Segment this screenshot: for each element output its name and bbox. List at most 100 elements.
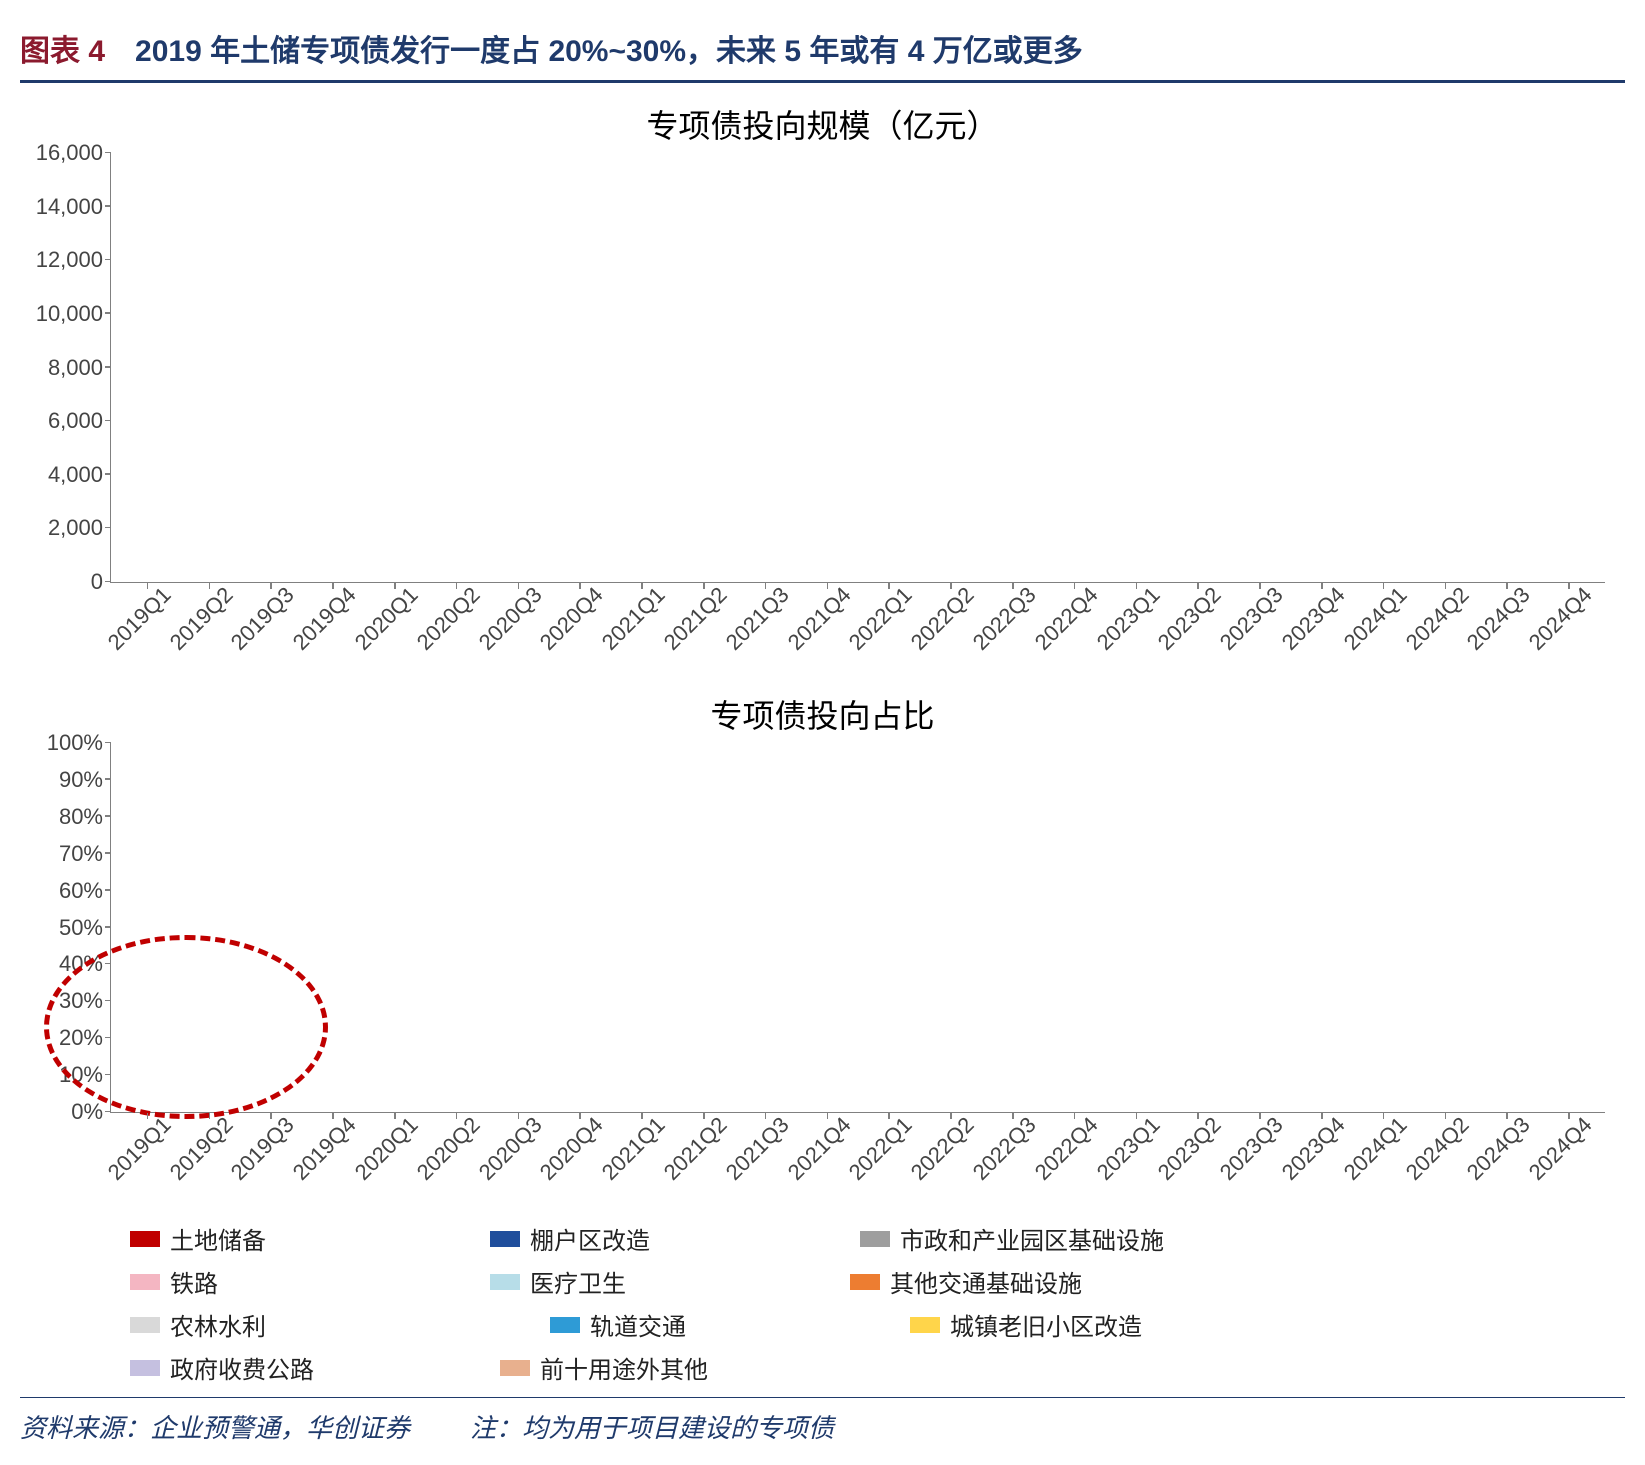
ytick-label: 16,000 (36, 140, 103, 166)
bar-slot (920, 743, 982, 1112)
legend-item-muni: 市政和产业园区基础设施 (860, 1221, 1280, 1256)
chart2-title: 专项债投向占比 (20, 691, 1625, 737)
ytick-label: 70% (59, 841, 103, 867)
figure-title: 2019 年土储专项债发行一度占 20%~30%，未来 5 年或有 4 万亿或更… (135, 26, 1083, 70)
bar-slot (1167, 743, 1229, 1112)
ytick-label: 60% (59, 878, 103, 904)
bar-slot (426, 153, 488, 582)
bar-slot (117, 743, 179, 1112)
bar-slot (549, 153, 611, 582)
bar-slot (920, 153, 982, 582)
chart2-block: 专项债投向占比 0%10%20%30%40%50%60%70%80%90%100… (20, 691, 1625, 1213)
bar-slot (673, 153, 735, 582)
bar-slot (982, 743, 1044, 1112)
ytick-label: 6,000 (48, 408, 103, 434)
legend-label: 市政和产业园区基础设施 (900, 1221, 1164, 1256)
legend-item-land: 土地储备 (130, 1221, 490, 1256)
legend-swatch (850, 1274, 880, 1290)
bar-slot (1290, 153, 1352, 582)
bar-slot (1043, 153, 1105, 582)
figure-header: 图表 4 2019 年土储专项债发行一度占 20%~30%，未来 5 年或有 4… (20, 20, 1625, 83)
legend-item-toll: 政府收费公路 (130, 1350, 500, 1385)
legend-swatch (550, 1317, 580, 1333)
legend: 土地储备棚户区改造 市政和产业园区基础设施铁路 医疗卫生 其他交通基础设施农林水利 轨道… (130, 1221, 1625, 1385)
bar-slot (858, 743, 920, 1112)
legend-item-other: 前十用途外其他 (500, 1350, 920, 1385)
legend-label: 其他交通基础设施 (890, 1264, 1082, 1299)
legend-label: 轨道交通 (590, 1307, 686, 1342)
legend-swatch (130, 1274, 160, 1290)
bar-slot (1414, 153, 1476, 582)
chart2-xlabels: 2019Q12019Q22019Q32019Q42020Q12020Q22020… (110, 1123, 1605, 1213)
bar-slot (1352, 743, 1414, 1112)
bar-slot (302, 153, 364, 582)
bar-slot (858, 153, 920, 582)
ytick-label: 20% (59, 1025, 103, 1051)
chart1-xlabels: 2019Q12019Q22019Q32019Q42020Q12020Q22020… (110, 593, 1605, 683)
bar-slot (982, 153, 1044, 582)
legend-label: 铁路 (170, 1264, 218, 1299)
legend-swatch (490, 1231, 520, 1247)
bar-slot (1537, 743, 1599, 1112)
legend-item-other_transp: 其他交通基础设施 (850, 1264, 1220, 1299)
bar-slot (117, 153, 179, 582)
legend-swatch (130, 1231, 160, 1247)
bar-slot (364, 153, 426, 582)
ytick-label: 10,000 (36, 301, 103, 327)
legend-item-metro: 轨道交通 (550, 1307, 910, 1342)
legend-swatch (490, 1274, 520, 1290)
ytick-label: 80% (59, 804, 103, 830)
source-note: 注：均为用于项目建设的专项债 (470, 1408, 834, 1445)
bar-slot (488, 743, 550, 1112)
figure-container: 图表 4 2019 年土储专项债发行一度占 20%~30%，未来 5 年或有 4… (20, 20, 1625, 1445)
bar-slot (735, 743, 797, 1112)
ytick-label: 100% (47, 730, 103, 756)
bar-slot (735, 153, 797, 582)
bar-slot (426, 743, 488, 1112)
ytick-label: 2,000 (48, 515, 103, 541)
bar-slot (241, 743, 303, 1112)
legend-label: 政府收费公路 (170, 1350, 314, 1385)
bar-slot (1229, 153, 1291, 582)
bar-slot (1290, 743, 1352, 1112)
bar-slot (1229, 743, 1291, 1112)
bar-slot (1167, 153, 1229, 582)
legend-label: 农林水利 (170, 1307, 266, 1342)
legend-item-shanty: 棚户区改造 (490, 1221, 860, 1256)
source-text: 资料来源：企业预警通，华创证券 (20, 1408, 410, 1445)
legend-item-rail_hs: 铁路 (130, 1264, 490, 1299)
chart1: 02,0004,0006,0008,00010,00012,00014,0001… (110, 153, 1605, 683)
legend-label: 城镇老旧小区改造 (950, 1307, 1142, 1342)
legend-swatch (130, 1317, 160, 1333)
legend-swatch (910, 1317, 940, 1333)
bar-slot (179, 153, 241, 582)
ytick-label: 30% (59, 988, 103, 1014)
bar-slot (1414, 743, 1476, 1112)
ytick-label: 12,000 (36, 247, 103, 273)
chart2-plot-area: 0%10%20%30%40%50%60%70%80%90%100% (110, 743, 1605, 1113)
bar-slot (549, 743, 611, 1112)
bar-slot (796, 153, 858, 582)
chart1-plot-area: 02,0004,0006,0008,00010,00012,00014,0001… (110, 153, 1605, 583)
ytick-label: 0% (71, 1099, 103, 1125)
bar-slot (488, 153, 550, 582)
legend-label: 医疗卫生 (530, 1264, 626, 1299)
bar-slot (611, 743, 673, 1112)
chart1-block: 专项债投向规模（亿元） 02,0004,0006,0008,00010,0001… (20, 101, 1625, 683)
bar-slot (364, 743, 426, 1112)
bar-slot (673, 743, 735, 1112)
legend-swatch (500, 1360, 530, 1376)
legend-swatch (130, 1360, 160, 1376)
bar-slot (241, 153, 303, 582)
legend-item-old_comm: 城镇老旧小区改造 (910, 1307, 1270, 1342)
bar-slot (1537, 153, 1599, 582)
source-row: 资料来源：企业预警通，华创证券 注：均为用于项目建设的专项债 (20, 1397, 1625, 1445)
bar-slot (611, 153, 673, 582)
bar-slot (302, 743, 364, 1112)
ytick-label: 90% (59, 767, 103, 793)
xtick-label: 2024Q4 (1537, 1123, 1599, 1213)
ytick-label: 50% (59, 915, 103, 941)
bar-slot (1043, 743, 1105, 1112)
legend-swatch (860, 1231, 890, 1247)
ytick-label: 10% (59, 1062, 103, 1088)
